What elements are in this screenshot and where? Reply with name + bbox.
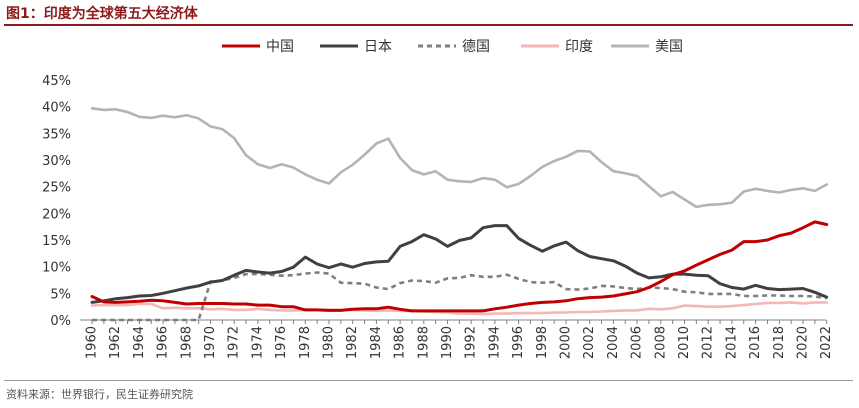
x-tick-label: 1972 xyxy=(227,326,242,359)
x-tick-label: 1986 xyxy=(393,326,408,359)
legend-label: 德国 xyxy=(462,39,490,55)
title-underline xyxy=(4,24,853,26)
x-tick-label: 1968 xyxy=(179,326,194,359)
x-tick-label: 2012 xyxy=(701,326,716,359)
y-tick-label: 20% xyxy=(42,207,71,222)
series-line-4 xyxy=(90,107,829,209)
x-tick-label: 1992 xyxy=(464,326,479,359)
x-tick-label: 2022 xyxy=(819,326,834,359)
x-tick-label: 1980 xyxy=(322,326,337,359)
chart-area: 中国 日本 德国 印度 美国 0%5%10%15%20%25%30%35%40%45% … xyxy=(42,39,834,359)
x-tick-label: 2006 xyxy=(630,326,645,359)
y-tick-label: 40% xyxy=(42,101,71,116)
x-tick-label: 2020 xyxy=(796,326,811,359)
source-note: 资料来源：世界银行，民生证券研究院 xyxy=(6,388,193,401)
series-group xyxy=(90,107,829,322)
x-tick-label: 2002 xyxy=(582,326,597,359)
x-tick-label: 2000 xyxy=(559,326,574,359)
x-tick-label: 1998 xyxy=(535,326,550,359)
x-tick-label: 2018 xyxy=(772,326,787,359)
x-tick-label: 1964 xyxy=(132,326,147,359)
x-tick-label: 2014 xyxy=(724,326,739,359)
legend-label: 日本 xyxy=(364,39,392,55)
legend-label: 印度 xyxy=(565,39,593,55)
x-axis: 1960 1962 1964 1966 1968 1970 1972 1974 1976 1978… xyxy=(80,319,834,359)
series-line-1 xyxy=(90,224,829,304)
y-tick-label: 35% xyxy=(42,127,71,142)
x-tick-label: 1962 xyxy=(108,326,123,359)
y-tick-label: 25% xyxy=(42,181,71,196)
y-tick-label: 0% xyxy=(50,314,71,329)
x-tick-label: 1974 xyxy=(250,326,265,359)
x-tick-label: 1982 xyxy=(345,326,360,359)
source-divider xyxy=(4,380,853,381)
x-tick-label: 1994 xyxy=(487,326,502,359)
x-tick-label: 2004 xyxy=(606,326,621,359)
series-line-2 xyxy=(92,271,827,322)
series-line-0 xyxy=(90,220,829,313)
legend-label: 中国 xyxy=(266,39,294,55)
series-line-3 xyxy=(90,301,829,316)
x-tick-label: 2016 xyxy=(748,326,763,359)
y-tick-label: 45% xyxy=(42,74,71,89)
figure-title: 图1：印度为全球第五大经济体 xyxy=(6,6,198,22)
y-tick-label: 5% xyxy=(50,287,71,302)
y-tick-label: 15% xyxy=(42,234,71,249)
x-tick-label: 1996 xyxy=(511,326,526,359)
x-tick-label: 2010 xyxy=(677,326,692,359)
x-tick-label: 1984 xyxy=(369,326,384,359)
y-tick-label: 30% xyxy=(42,154,71,169)
x-tick-label: 1988 xyxy=(416,326,431,359)
legend: 中国 日本 德国 印度 美国 xyxy=(222,39,683,55)
x-tick-label: 1970 xyxy=(203,326,218,359)
y-tick-label: 10% xyxy=(42,261,71,276)
legend-label: 美国 xyxy=(655,39,683,55)
x-tick-label: 1966 xyxy=(156,326,171,359)
x-tick-label: 1976 xyxy=(274,326,289,359)
x-tick-label: 2008 xyxy=(653,326,668,359)
x-tick-label: 1978 xyxy=(298,326,313,359)
y-axis: 0% 5% 10% 15% 20% 25% 30% 35% 40% 45% xyxy=(42,74,71,329)
x-tick-label: 1960 xyxy=(85,326,100,359)
x-tick-label: 1990 xyxy=(440,326,455,359)
